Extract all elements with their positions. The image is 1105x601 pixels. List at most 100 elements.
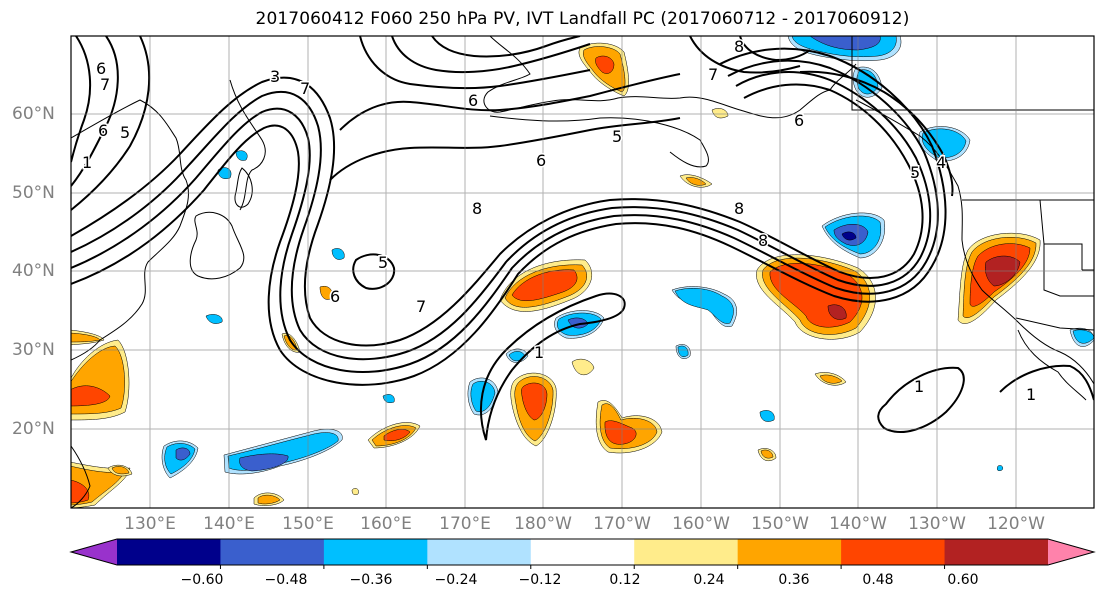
colorbar-segment [117, 539, 221, 565]
colorbar-segment [737, 539, 842, 565]
japan-coastline [189, 211, 245, 280]
lon-label: 140°E [203, 514, 255, 534]
contour-label: 7 [300, 79, 310, 98]
contour-label: 3 [270, 67, 280, 86]
lat-label: 60°N [12, 104, 55, 124]
pv-contour [71, 76, 924, 347]
pv-contour [71, 71, 932, 361]
contour-label: 6 [794, 111, 804, 130]
colorbar-tick-label: 0.36 [778, 572, 810, 588]
positive-anomaly-area [571, 358, 595, 375]
lon-label: 170°E [439, 514, 491, 534]
contour-label: 6 [536, 151, 546, 170]
colorbar-tick-label: 0.12 [609, 572, 641, 588]
contour-label: 4 [936, 153, 946, 172]
negative-anomaly-area [205, 314, 223, 324]
pv-contour [877, 366, 965, 433]
lat-label: 30°N [12, 340, 55, 360]
aleutian-coastline [489, 115, 709, 168]
negative-anomaly-area [217, 167, 232, 179]
contour-label: 5 [612, 127, 622, 146]
positive-anomaly-area [111, 466, 130, 475]
contour-label: 8 [758, 231, 768, 250]
contour-label: 8 [472, 199, 482, 218]
contour-label: 8 [734, 37, 744, 56]
baja-coastline [1017, 329, 1087, 401]
lon-label: 180°W [514, 514, 572, 534]
lat-label: 20°N [12, 419, 55, 439]
negative-anomaly-area [674, 288, 734, 324]
positive-anomaly-area [819, 374, 843, 384]
negative-anomaly-area [239, 453, 289, 472]
contour-label: 1 [914, 377, 924, 396]
positive-anomaly-area [827, 304, 847, 320]
lon-label: 160°W [672, 514, 730, 534]
negative-anomaly-area [841, 231, 857, 241]
negative-anomaly-area [175, 447, 191, 461]
lon-label: 170°W [593, 514, 651, 534]
positive-anomaly-area [257, 494, 281, 505]
contour-label: 1 [1026, 385, 1036, 404]
lon-label: 140°W [829, 514, 887, 534]
contour-label: 5 [378, 253, 388, 272]
negative-anomaly-area [759, 410, 775, 422]
negative-anomaly-area [331, 248, 345, 260]
pv-contour [71, 36, 151, 211]
colorbar-segment [530, 539, 635, 565]
contour-labels: 6 7 6 1 5 3 7 6 5 8 6 8 7 8 5 6 4 5 6 7 … [81, 36, 1038, 406]
map-frame [70, 35, 1095, 509]
lon-label: 120°W [987, 514, 1045, 534]
colorbar-tick-label: 0.60 [947, 572, 979, 588]
graticule [71, 36, 1094, 508]
colorbar-tick-label: −0.36 [349, 572, 393, 588]
contour-label: 5 [910, 163, 920, 182]
border-layer [851, 36, 1094, 331]
contour-label: 6 [96, 59, 106, 78]
colorbar-tick-label: 0.24 [693, 572, 725, 588]
positive-anomaly-area [319, 286, 333, 300]
colorbar-tick-label: −0.48 [264, 572, 308, 588]
lon-label: 130°E [124, 514, 176, 534]
pv-contour [339, 73, 681, 131]
colorbar-segment [634, 539, 739, 565]
colorbar-tick-label: −0.24 [434, 572, 478, 588]
colorbar-segment [944, 539, 1049, 565]
contour-label: 1 [534, 343, 544, 362]
colorbar-tick-label: −0.60 [180, 572, 224, 588]
contour-label: 7 [100, 75, 110, 94]
japan-coastline [234, 167, 253, 208]
pv-contour [71, 36, 119, 187]
positive-anomaly-area [511, 269, 578, 302]
pv-contour [431, 36, 581, 58]
positive-anomaly-area [351, 488, 359, 496]
positive-anomaly-area [604, 420, 637, 445]
positive-anomaly-area [760, 449, 774, 459]
contour-label: 1 [82, 153, 92, 172]
colorbar-tick-label: 0.48 [862, 572, 894, 588]
map-title: 2017060412 F060 250 hPa PV, IVT Landfall… [255, 9, 910, 29]
colorbar-extend-min [71, 539, 117, 565]
negative-anomaly-area [1072, 329, 1094, 344]
colorbar-outline [69, 538, 1096, 566]
us-mexico-border [1015, 317, 1094, 331]
contour-label: 7 [708, 65, 718, 84]
positive-anomaly-area [71, 385, 111, 407]
philippines-coastline [71, 445, 91, 508]
pv-contour [739, 36, 811, 62]
contour-label: 6 [468, 91, 478, 110]
kamchatka-coastline [229, 79, 266, 211]
negative-anomaly-area [996, 465, 1004, 472]
lon-label: 150°W [751, 514, 809, 534]
lat-label: 50°N [12, 183, 55, 203]
positive-anomaly-area [383, 429, 411, 441]
pv-contour [71, 36, 92, 163]
colorbar-segment [841, 539, 946, 565]
colorbar-segment [220, 539, 325, 565]
contour-label: 8 [734, 199, 744, 218]
contour-label: 5 [120, 123, 130, 142]
colorbar-segment [323, 539, 428, 565]
lon-label: 160°E [360, 514, 412, 534]
pv-contour [329, 117, 681, 181]
positive-anomaly-area [711, 108, 729, 119]
colorbar-tick-label: −0.12 [518, 572, 562, 588]
